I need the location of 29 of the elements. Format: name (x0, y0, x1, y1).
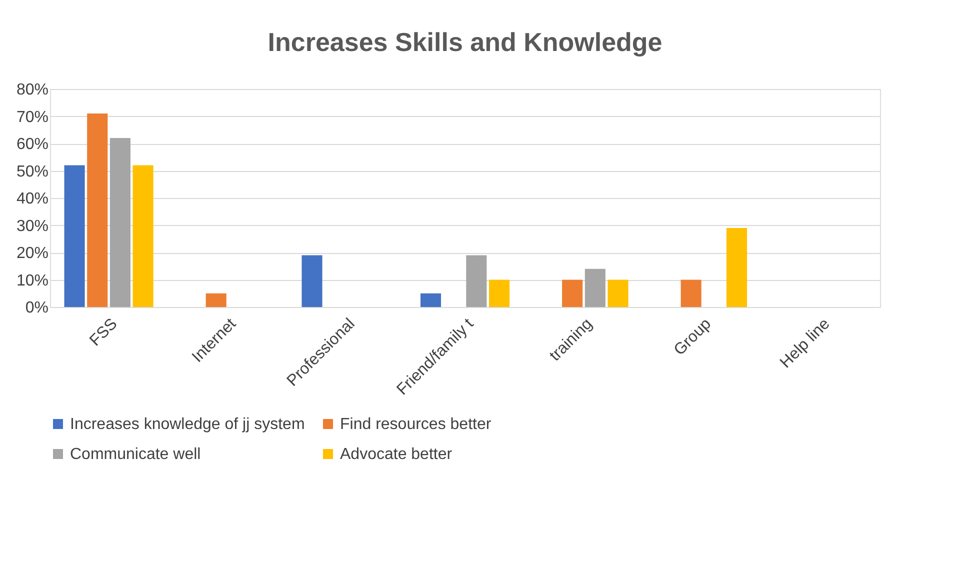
bar (132, 165, 154, 307)
bar (110, 138, 130, 307)
legend-label: Advocate better (340, 446, 453, 463)
bar (488, 280, 510, 307)
bar (64, 165, 85, 307)
x-tick-label: Help line (777, 315, 834, 372)
bar (562, 280, 583, 307)
bar (584, 268, 606, 307)
bar (206, 293, 226, 307)
bar (680, 280, 702, 307)
bar (302, 255, 322, 307)
y-tick-label: 0% (25, 300, 48, 316)
bar (608, 280, 628, 307)
bar (726, 228, 748, 307)
y-tick-label: 20% (16, 245, 48, 262)
y-tick-label: 30% (16, 218, 48, 235)
y-tick-label: 80% (16, 82, 48, 98)
legend-label: Find resources better (340, 416, 492, 433)
y-tick-label: 10% (16, 272, 48, 290)
y-tick-label: 50% (16, 163, 48, 180)
bar (420, 293, 442, 307)
y-tick-label: 70% (16, 108, 48, 126)
bar (466, 255, 487, 307)
legend-label: Increases knowledge of jj system (70, 416, 305, 433)
chart-title: Increases Skills and Knowledge (268, 27, 662, 57)
legend-label: Communicate well (70, 446, 201, 463)
y-tick-label: 40% (16, 190, 48, 208)
bar (87, 114, 108, 307)
y-tick-label: 60% (16, 136, 48, 153)
